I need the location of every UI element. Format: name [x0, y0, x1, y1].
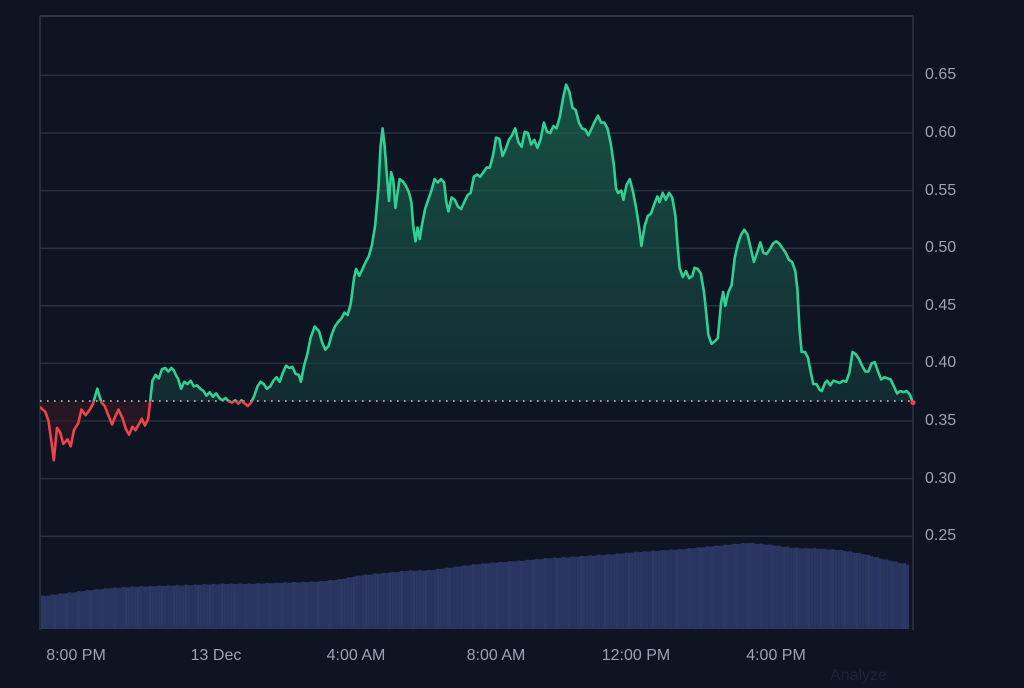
last-price-marker	[910, 399, 916, 406]
y-tick-label: 0.65	[925, 66, 957, 84]
x-tick-label: 8:00 AM	[466, 647, 526, 664]
x-tick-label: 8:00 PM	[46, 647, 106, 664]
price-line	[40, 83, 913, 462]
y-tick-label: 0.40	[925, 354, 957, 372]
price-area	[40, 84, 913, 461]
y-tick-label: 0.60	[925, 124, 957, 141]
analyze-watermark: Analyze	[830, 667, 887, 684]
y-tick-label: 0.25	[925, 527, 957, 545]
y-tick-label: 0.45	[925, 296, 957, 314]
plot-frame	[39, 15, 914, 630]
volume-bars	[41, 542, 910, 629]
y-tick-label: 0.35	[925, 412, 957, 429]
x-tick-label: 4:00 AM	[326, 647, 386, 664]
y-tick-label: 0.50	[925, 239, 957, 257]
y-tick-label: 0.30	[925, 469, 957, 487]
x-tick-label: 4:00 PM	[746, 647, 806, 664]
x-tick-label: 13 Dec	[190, 647, 242, 664]
y-tick-label: 0.55	[925, 181, 957, 199]
x-tick-label: 12:00 PM	[601, 647, 671, 664]
